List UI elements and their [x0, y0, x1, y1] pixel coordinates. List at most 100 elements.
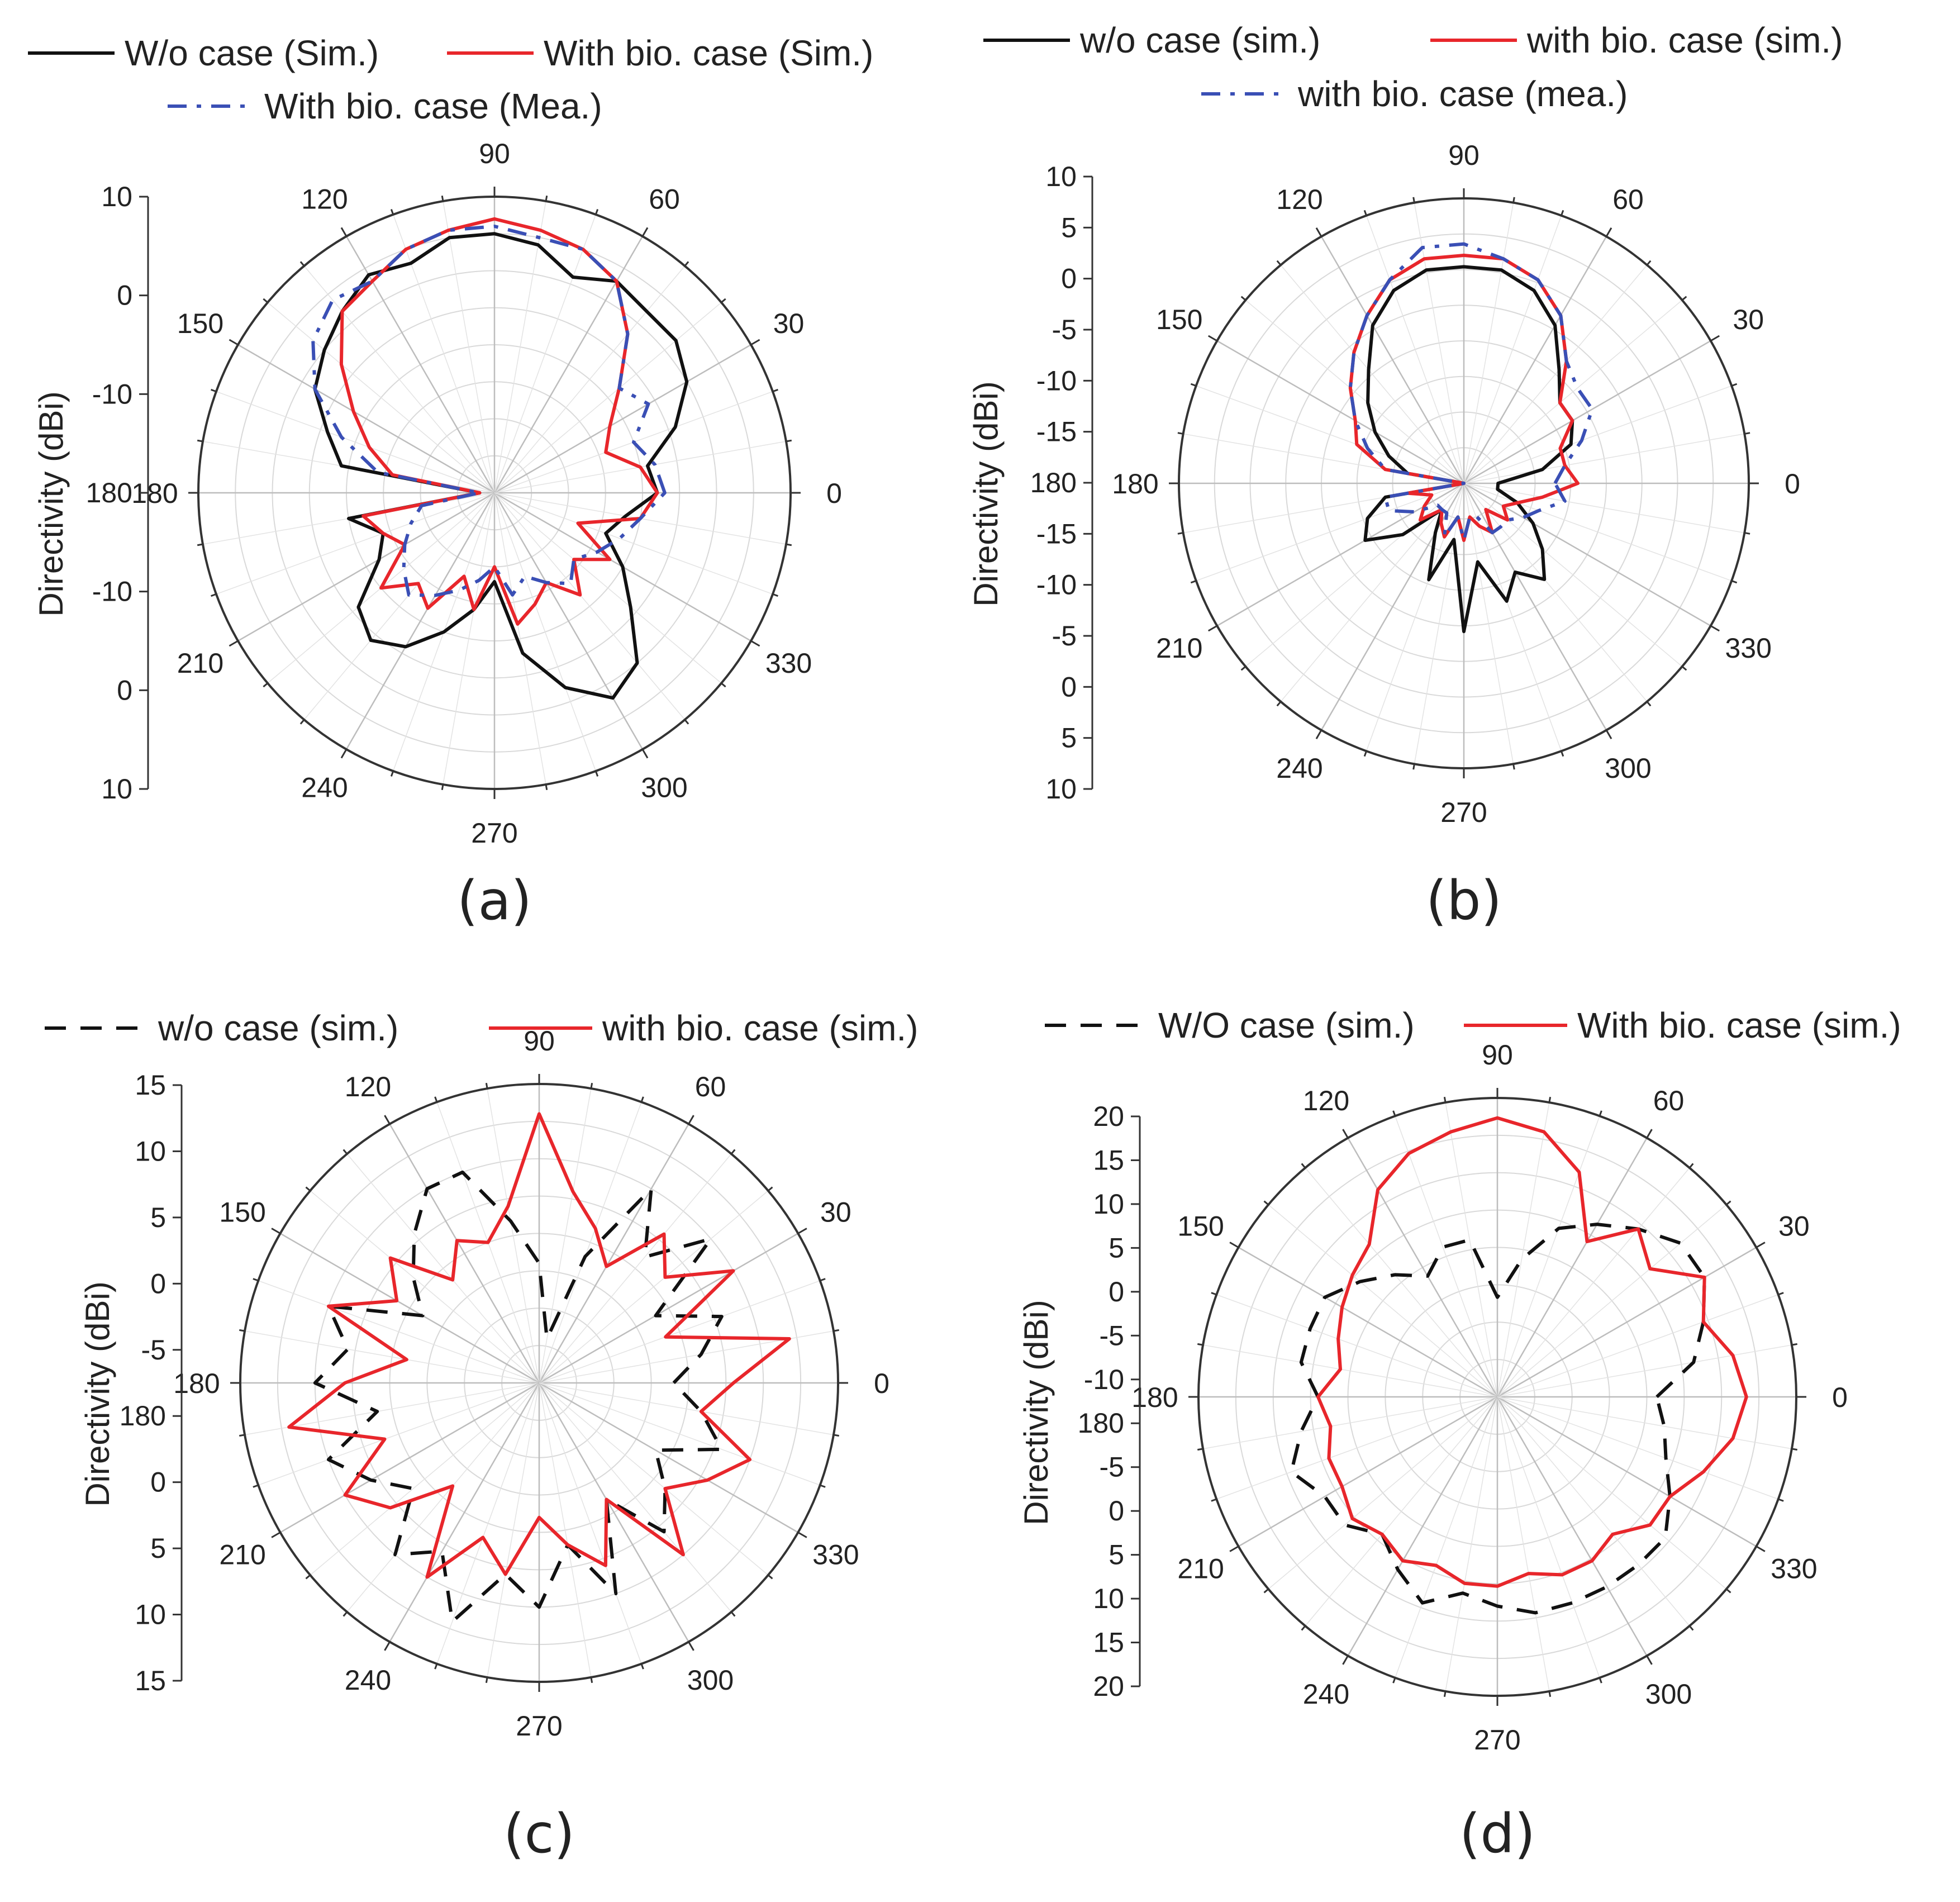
angle-label: 240 — [301, 772, 348, 803]
y-axis-label: Directivity (dBi) — [1017, 1300, 1055, 1525]
grid-spoke — [539, 1088, 592, 1383]
outer-tick — [1207, 335, 1218, 342]
radial-axis-tick-label: 0 — [1109, 1276, 1124, 1307]
outer-tick — [1211, 1498, 1217, 1502]
grid-spoke — [538, 1382, 689, 1642]
angle-label: 0 — [1832, 1382, 1848, 1413]
angle-label: 120 — [1276, 184, 1322, 215]
outer-tick — [772, 593, 778, 597]
radial-axis-tick-label: 0 — [117, 674, 132, 706]
grid-spoke — [1497, 1294, 1778, 1397]
radial-axis-tick-label: 10 — [101, 773, 132, 805]
grid-spoke — [310, 1190, 540, 1383]
outer-tick — [239, 1434, 245, 1437]
angle-label: 330 — [1771, 1553, 1817, 1585]
outer-tick — [820, 1278, 826, 1282]
grid-spoke — [539, 1382, 732, 1613]
radial-axis-tick-label: 10 — [1045, 161, 1077, 192]
grid-spoke — [345, 236, 496, 493]
outer-tick — [1229, 1546, 1239, 1552]
grid-spoke — [1497, 1102, 1550, 1397]
radial-axis-tick-label: 180 — [1030, 467, 1077, 498]
outer-tick — [767, 1574, 773, 1580]
grid-spoke — [1347, 1138, 1498, 1397]
angle-label: 210 — [219, 1539, 265, 1571]
radial-axis-tick-label: 10 — [1093, 1188, 1124, 1220]
grid-spoke — [1268, 1204, 1498, 1397]
grid-spoke — [494, 492, 546, 785]
radial-axis-tick-label: 0 — [1061, 671, 1077, 702]
radial-axis-tick-label: 0 — [1109, 1495, 1124, 1527]
outer-tick — [1756, 1546, 1766, 1552]
outer-tick — [1211, 1292, 1217, 1296]
grid-spoke — [539, 1280, 820, 1383]
outer-tick — [1392, 1110, 1396, 1116]
grid-spoke — [1497, 1167, 1690, 1397]
grid-spoke — [1497, 1396, 1757, 1547]
radial-axis-tick-label: 15 — [1093, 1144, 1124, 1176]
radial-axis-tick-label: 0 — [1061, 263, 1077, 294]
outer-tick — [384, 1115, 391, 1125]
radial-axis-tick-label: 15 — [135, 1069, 166, 1101]
outer-tick — [1710, 335, 1720, 342]
grid-spoke — [1463, 483, 1745, 534]
outer-tick — [342, 1611, 348, 1617]
grid-spoke — [493, 236, 644, 493]
outer-tick — [271, 1532, 281, 1538]
grid-spoke — [1497, 1344, 1792, 1397]
outer-tick — [1725, 1200, 1731, 1206]
angle-label: 150 — [177, 308, 223, 339]
legend-label: W/o case (Sim.) — [125, 33, 379, 73]
grid-spoke — [1463, 340, 1711, 484]
outer-tick — [1561, 210, 1564, 216]
outer-tick — [833, 1329, 839, 1332]
grid-spoke — [389, 1382, 540, 1642]
outer-tick — [1725, 1588, 1731, 1594]
outer-tick — [390, 209, 394, 215]
outer-tick — [342, 1149, 348, 1155]
outer-tick — [1646, 1655, 1653, 1665]
outer-tick — [441, 784, 444, 791]
grid-spoke — [494, 265, 686, 493]
outer-tick — [721, 682, 726, 688]
angle-label: 270 — [1440, 797, 1487, 828]
grid-spoke — [216, 492, 495, 595]
grid-spoke — [258, 1382, 540, 1486]
outer-tick — [1756, 1242, 1766, 1248]
legend-label: With bio. case (sim.) — [1577, 1005, 1901, 1045]
angle-label: 270 — [516, 1710, 562, 1742]
grid-spoke — [1497, 1396, 1778, 1500]
outer-tick — [197, 439, 203, 443]
outer-tick — [1342, 1655, 1349, 1665]
radial-axis-tick-label: 20 — [1093, 1671, 1124, 1702]
outer-tick — [299, 719, 305, 725]
grid-spoke — [494, 302, 722, 493]
outer-tick — [1177, 532, 1184, 535]
angle-label: 180 — [1131, 1382, 1178, 1413]
outer-tick — [1731, 383, 1738, 387]
outer-tick — [684, 261, 689, 267]
grid-spoke — [267, 302, 495, 493]
outer-tick — [590, 1677, 593, 1683]
outer-tick — [767, 1186, 773, 1192]
outer-tick — [1276, 701, 1282, 707]
grid-spoke — [443, 201, 495, 493]
grid-spoke — [538, 1124, 689, 1383]
angle-label: 0 — [874, 1368, 889, 1399]
grid-spoke — [494, 492, 686, 720]
grid-spoke — [494, 492, 596, 772]
outer-tick — [772, 388, 778, 393]
legend-label: w/o case (sim.) — [158, 1008, 398, 1048]
angle-label: 30 — [820, 1197, 851, 1228]
outer-tick — [786, 439, 792, 443]
outer-tick — [640, 1096, 644, 1102]
grid-spoke — [1463, 215, 1562, 484]
outer-tick — [1561, 750, 1564, 757]
outer-tick — [271, 1228, 281, 1234]
grid-spoke — [1305, 1167, 1498, 1397]
grid-spoke — [1463, 433, 1745, 484]
grid-spoke — [389, 1124, 540, 1383]
grid-spoke — [1320, 236, 1465, 484]
outer-tick — [1342, 1129, 1349, 1139]
grid-spoke — [1463, 202, 1514, 484]
